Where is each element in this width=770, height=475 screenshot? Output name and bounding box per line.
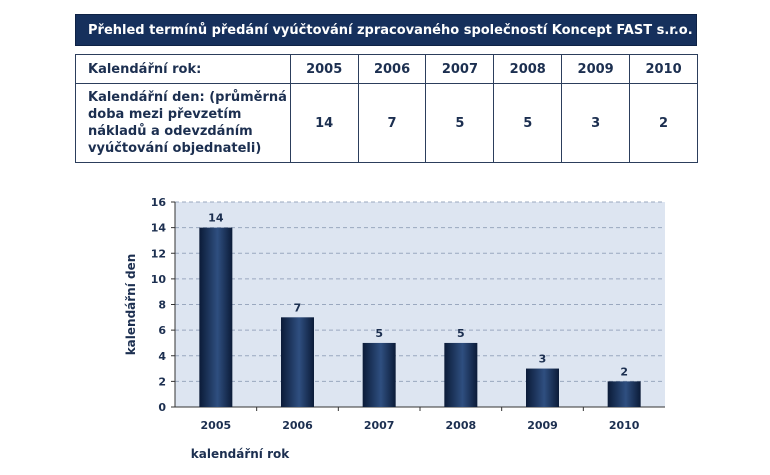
data-label: 14 (208, 212, 224, 225)
x-tick-label: 2007 (364, 419, 395, 432)
y-tick-label: 16 (151, 196, 167, 209)
x-tick-label: 2010 (609, 419, 640, 432)
y-tick-label: 2 (158, 375, 166, 388)
y-tick-label: 0 (158, 401, 166, 414)
bar (362, 342, 396, 407)
y-tick-label: 14 (151, 222, 167, 235)
year-cell: 2006 (357, 54, 427, 84)
day-cell: 5 (493, 83, 563, 163)
y-tick-label: 8 (158, 299, 166, 312)
x-tick-label: 2008 (446, 419, 477, 432)
terms-table: Kalendářní rok: 2005 2006 2007 2008 2009… (75, 54, 698, 163)
table-title: Přehled termínů předání vyúčtování zprac… (75, 14, 697, 46)
y-axis-title: kalendářní den (124, 254, 138, 356)
day-cell: 14 (289, 83, 359, 163)
y-tick-label: 6 (158, 324, 166, 337)
day-cell: 3 (561, 83, 631, 163)
year-cell: 2009 (561, 54, 631, 84)
y-tick-label: 10 (151, 273, 167, 286)
data-label: 5 (375, 327, 383, 340)
x-tick-label: 2005 (201, 419, 232, 432)
y-tick-label: 12 (151, 247, 166, 260)
data-label: 7 (294, 301, 302, 314)
year-row-label: Kalendářní rok: (75, 54, 291, 84)
table-row-years: Kalendářní rok: 2005 2006 2007 2008 2009… (75, 54, 698, 84)
bar (526, 368, 559, 407)
x-axis-title: kalendářní rok (191, 447, 290, 461)
day-row-label: Kalendářní den: (průměrná doba mezi přev… (75, 83, 291, 163)
bar (199, 227, 233, 407)
x-tick-label: 2006 (282, 419, 313, 432)
x-tick-label: 2009 (527, 419, 558, 432)
data-label: 2 (620, 365, 628, 378)
data-label: 5 (457, 327, 465, 340)
day-cell: 2 (629, 83, 698, 163)
bar (281, 317, 314, 407)
bar (444, 342, 478, 407)
data-label: 3 (539, 353, 547, 366)
bar (607, 381, 641, 407)
table-row-days: Kalendářní den: (průměrná doba mezi přev… (75, 83, 698, 163)
table-title-text: Přehled termínů předání vyúčtování zprac… (88, 22, 693, 38)
year-cell: 2010 (629, 54, 698, 84)
y-tick-label: 4 (158, 350, 166, 363)
